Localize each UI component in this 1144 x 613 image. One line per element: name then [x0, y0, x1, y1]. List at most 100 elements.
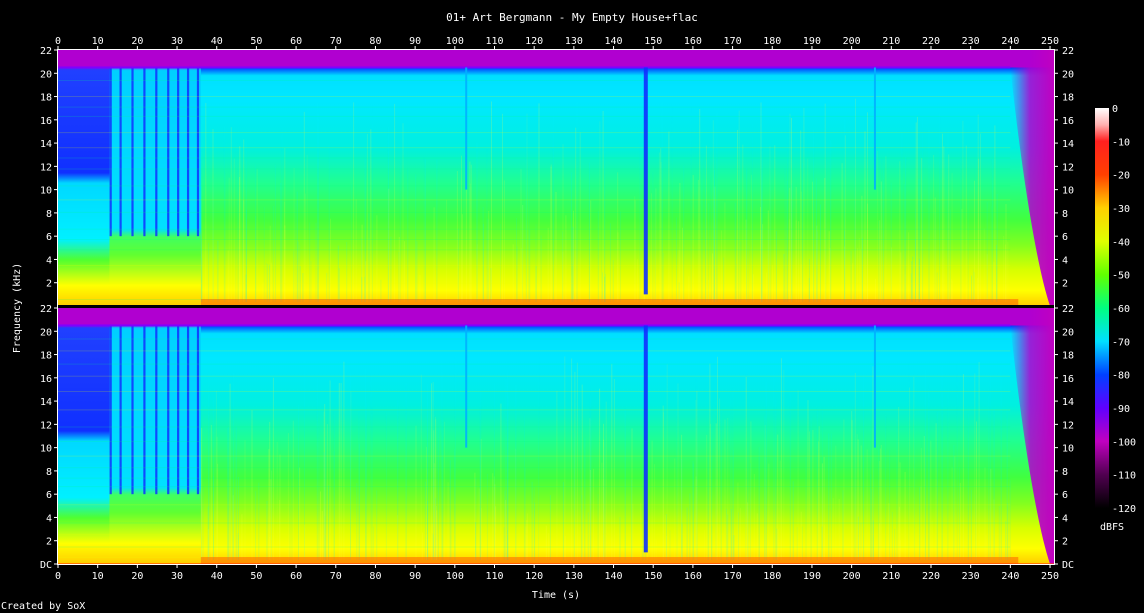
texture-streak	[387, 127, 389, 302]
texture-streak	[993, 261, 995, 302]
texture-streak	[665, 514, 667, 560]
x-tick-label-top: 80	[369, 36, 381, 47]
texture-streak	[637, 259, 638, 302]
texture-streak	[967, 413, 969, 560]
texture-streak	[482, 207, 484, 302]
texture-streak	[449, 460, 451, 560]
texture-streak	[516, 246, 518, 302]
texture-streak	[604, 276, 606, 302]
y-tick-label-left: 16	[40, 116, 52, 127]
texture-streak	[525, 526, 527, 560]
texture-streak	[487, 218, 489, 302]
x-tick-label-top: 180	[763, 36, 781, 47]
texture-streak	[783, 369, 785, 560]
colorbar-tick-label: -20	[1112, 171, 1130, 182]
texture-streak	[651, 193, 652, 302]
texture-streak	[361, 224, 363, 302]
cutoff-line	[58, 66, 1011, 69]
texture-streak	[284, 225, 286, 302]
texture-streak	[205, 102, 207, 303]
texture-streak	[281, 126, 283, 302]
texture-streak	[663, 252, 665, 302]
texture-streak	[437, 427, 439, 560]
y-tick-label-right: 16	[1062, 374, 1074, 385]
texture-streak	[267, 264, 269, 302]
texture-streak	[714, 169, 715, 302]
texture-streak	[454, 356, 456, 560]
texture-streak	[604, 436, 606, 560]
texture-streak	[520, 247, 522, 302]
texture-streak	[1000, 369, 1002, 560]
x-tick-label-bottom: 230	[962, 571, 980, 582]
bass-band	[200, 557, 1019, 564]
texture-streak	[796, 527, 798, 560]
y-tick-label-left: 18	[40, 351, 52, 362]
texture-streak	[996, 194, 998, 302]
texture-streak	[751, 122, 753, 302]
texture-streak	[813, 129, 815, 302]
texture-streak	[380, 279, 382, 302]
texture-streak	[908, 232, 910, 302]
texture-streak	[493, 476, 495, 560]
texture-streak	[879, 523, 880, 560]
texture-streak	[201, 258, 203, 302]
texture-streak	[435, 497, 437, 560]
texture-streak	[695, 400, 697, 560]
texture-streak	[776, 528, 778, 560]
texture-streak	[688, 276, 690, 302]
texture-streak	[873, 468, 874, 560]
texture-streak	[208, 242, 210, 302]
texture-streak	[237, 533, 239, 560]
texture-streak	[488, 211, 490, 302]
texture-streak	[579, 132, 581, 302]
texture-streak	[642, 386, 644, 560]
texture-streak	[526, 513, 528, 560]
texture-streak	[986, 202, 988, 302]
texture-streak	[923, 436, 925, 560]
texture-streak	[427, 501, 429, 560]
texture-streak	[492, 473, 494, 560]
texture-streak	[935, 423, 937, 560]
texture-streak	[797, 390, 799, 560]
texture-streak	[862, 237, 863, 302]
texture-streak	[353, 102, 355, 303]
texture-streak	[803, 108, 805, 302]
texture-streak	[426, 538, 428, 560]
texture-streak	[507, 530, 508, 560]
texture-streak	[666, 535, 668, 560]
texture-streak	[951, 467, 953, 560]
texture-streak	[470, 164, 472, 302]
texture-streak	[910, 273, 912, 302]
texture-streak	[899, 462, 901, 560]
texture-streak	[908, 362, 910, 560]
x-tick-label-top: 100	[446, 36, 464, 47]
texture-streak	[930, 440, 932, 560]
texture-streak	[914, 407, 916, 560]
texture-streak	[654, 188, 656, 302]
texture-streak	[922, 116, 924, 303]
texture-streak	[269, 264, 271, 302]
texture-streak	[699, 109, 701, 302]
texture-streak	[737, 482, 739, 560]
texture-streak	[502, 113, 503, 302]
texture-streak	[681, 523, 683, 560]
texture-streak	[800, 264, 802, 302]
texture-streak	[808, 258, 810, 302]
x-tick-label-bottom: 120	[525, 571, 543, 582]
texture-streak	[914, 238, 916, 302]
texture-streak	[245, 209, 247, 302]
x-tick-label-top: 70	[330, 36, 342, 47]
texture-streak	[904, 274, 906, 302]
texture-streak	[967, 152, 969, 302]
texture-streak	[800, 130, 802, 302]
y-tick-label-left: 12	[40, 420, 52, 431]
texture-streak	[770, 139, 772, 302]
texture-streak	[878, 220, 880, 302]
texture-streak	[274, 164, 276, 302]
x-tick-label-bottom: 200	[843, 571, 861, 582]
texture-streak	[402, 123, 404, 302]
texture-streak	[480, 389, 482, 560]
colorbar: 0 -10 -20 -30 -40 -50 -60 -70 -80 -90 -100 -110 -120…	[1095, 104, 1136, 533]
texture-streak	[292, 420, 294, 560]
harmonic-band	[58, 80, 1011, 81]
